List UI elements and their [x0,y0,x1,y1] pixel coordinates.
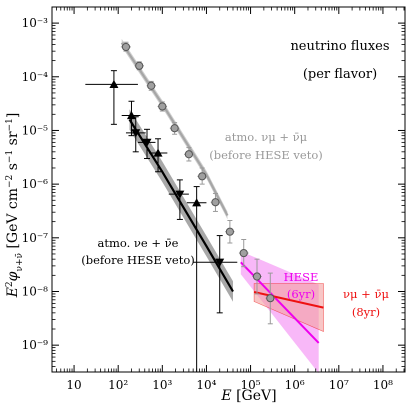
x-tick-label: 10⁷ [329,378,349,392]
numu-model-line [253,291,324,309]
atmo-e-point [109,79,119,89]
atmo-e-label-line1: atmo. νe + ν̄e [98,236,179,250]
y-tick-label: 10⁻⁶ [22,177,49,191]
atmo-e-point [175,190,185,199]
atmo-mu-label-line1: atmo. νμ + ν̄μ [225,130,308,144]
atmo-mu-point [147,81,156,90]
atmo-mu-point [239,248,248,258]
x-tick-label: 10 [66,378,81,392]
x-axis-label: E [GeV] [220,388,276,404]
atmo-mu-point [211,198,220,207]
atmo-mu-point [266,294,275,303]
atmo-e-point [192,198,202,207]
x-tick-label: 10³ [152,378,172,392]
atmo-mu-point [158,102,167,111]
title-line1: neutrino fluxes [290,39,389,54]
atmo-mu-point [252,272,262,281]
title-line2: (per flavor) [303,67,377,82]
hese-label-line1: HESE [284,270,319,284]
atmo-mu-model-line [120,42,229,217]
y-tick-label: 10⁻⁷ [22,231,49,245]
numu-label-line1: νμ + ν̄μ [343,287,389,301]
atmo-e-label-line2: (before HESE veto) [81,253,194,267]
atmo-mu-point [170,124,179,133]
numu-label-line2: (8yr) [352,305,380,319]
atmo-mu-point [135,61,144,70]
y-tick-label: 10⁻⁹ [22,338,49,352]
atmo-mu-label-line2: (before HESE veto) [209,148,322,162]
atmo-mu-point [198,172,207,181]
axis-ticks: 10 10² 10³ 10⁴ 10⁵ 10⁶ 10⁷ 10⁸ 10⁻³ 10⁻⁴ 10⁻⁵ 10⁻⁶ 1… [22,7,405,392]
atmo-e-point [215,258,225,267]
atmo-mu-point [184,150,193,159]
x-tick-label: 10⁶ [285,378,305,392]
y-tick-label: 10⁻⁵ [22,123,49,137]
y-tick-label: 10⁻⁸ [22,284,49,298]
atmo-e-point [131,129,141,138]
hese-label-line2: (6yr) [287,287,315,301]
x-tick-label: 10² [108,378,128,392]
atmo-e-point [153,148,163,157]
atmo-e-point [142,138,152,147]
atmo-mu-point [225,227,234,236]
y-tick-label: 10⁻³ [22,16,49,30]
x-tick-label: 10⁵ [241,378,261,392]
atmo-mu-point [121,42,131,52]
y-tick-label: 10⁻⁴ [22,70,49,84]
x-tick-label: 10⁴ [196,378,216,392]
y-axis-label: E2φν+ν̄ [GeV cm−2 s−1 sr−1] [5,113,25,299]
x-tick-label: 10⁸ [373,378,393,392]
data-points [85,41,276,372]
